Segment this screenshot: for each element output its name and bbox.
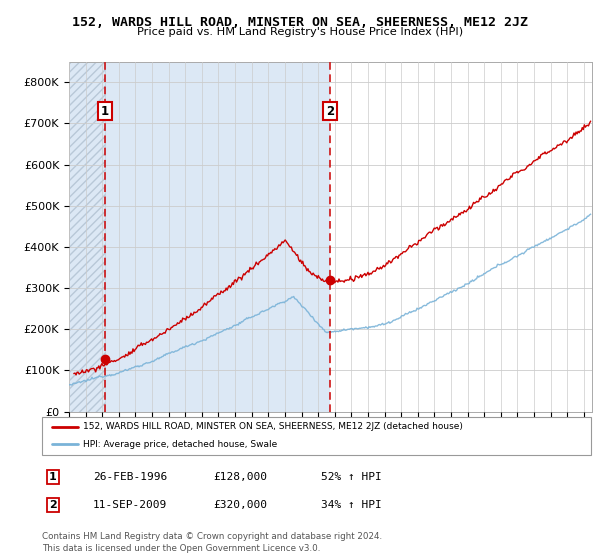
Text: 34% ↑ HPI: 34% ↑ HPI: [321, 500, 382, 510]
Text: £320,000: £320,000: [213, 500, 267, 510]
Text: 52% ↑ HPI: 52% ↑ HPI: [321, 472, 382, 482]
Text: 26-FEB-1996: 26-FEB-1996: [93, 472, 167, 482]
Bar: [69, 62, 330, 412]
Text: HPI: Average price, detached house, Swale: HPI: Average price, detached house, Swal…: [83, 440, 277, 449]
Text: 1: 1: [101, 105, 109, 118]
Text: 152, WARDS HILL ROAD, MINSTER ON SEA, SHEERNESS, ME12 2JZ (detached house): 152, WARDS HILL ROAD, MINSTER ON SEA, SH…: [83, 422, 463, 431]
Text: 2: 2: [49, 500, 56, 510]
Text: 11-SEP-2009: 11-SEP-2009: [93, 500, 167, 510]
Text: 2: 2: [326, 105, 334, 118]
Text: £128,000: £128,000: [213, 472, 267, 482]
Text: 152, WARDS HILL ROAD, MINSTER ON SEA, SHEERNESS, ME12 2JZ: 152, WARDS HILL ROAD, MINSTER ON SEA, SH…: [72, 16, 528, 29]
FancyBboxPatch shape: [42, 417, 591, 455]
Text: Price paid vs. HM Land Registry's House Price Index (HPI): Price paid vs. HM Land Registry's House …: [137, 27, 463, 37]
Text: 1: 1: [49, 472, 56, 482]
Text: Contains HM Land Registry data © Crown copyright and database right 2024.
This d: Contains HM Land Registry data © Crown c…: [42, 532, 382, 553]
Bar: [69, 62, 105, 412]
